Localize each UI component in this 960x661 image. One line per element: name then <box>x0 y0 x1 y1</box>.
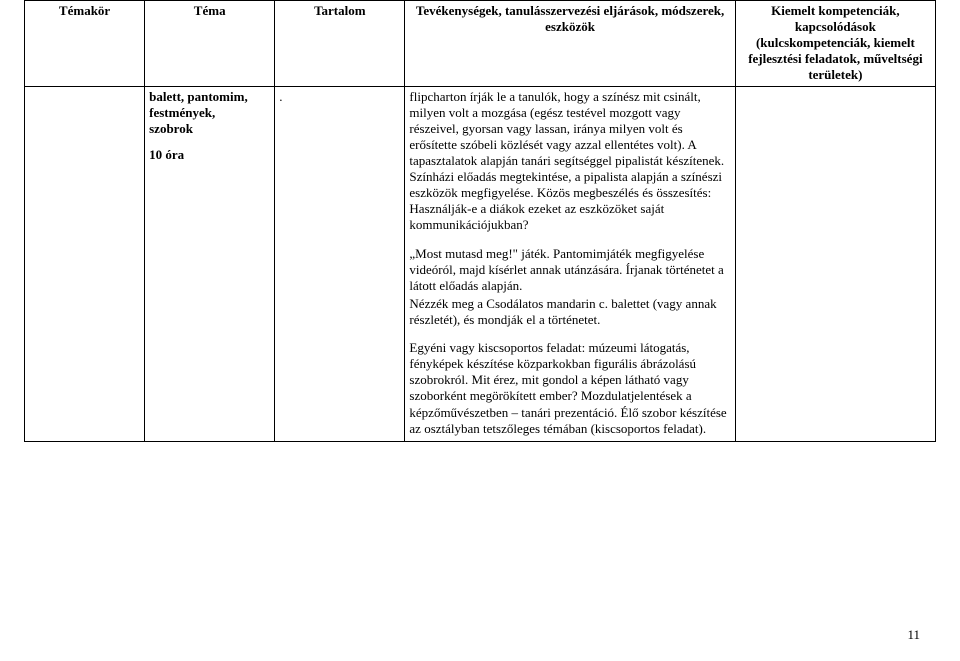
spacer <box>149 137 270 147</box>
header-tartalom: Tartalom <box>275 1 405 87</box>
cell-tema: balett, pantomim, festmények, szobrok 10… <box>145 86 275 441</box>
page-number: 11 <box>907 627 920 643</box>
cell-tevekenysegek: flipcharton írják le a tanulók, hogy a s… <box>405 86 735 441</box>
cell-kompetenciak <box>735 86 935 441</box>
tema-line2: szobrok <box>149 121 193 136</box>
curriculum-table: Témakör Téma Tartalom Tevékenységek, tan… <box>24 0 936 442</box>
activities-p4: Egyéni vagy kiscsoportos feladat: múzeum… <box>409 340 730 437</box>
page: Témakör Téma Tartalom Tevékenységek, tan… <box>0 0 960 442</box>
header-tevekenysegek: Tevékenységek, tanulásszervezési eljárás… <box>405 1 735 87</box>
tema-line3: 10 óra <box>149 147 184 162</box>
header-kompetenciak: Kiemelt kompetenciák, kapcsolódások (kul… <box>735 1 935 87</box>
tema-line1: balett, pantomim, festmények, <box>149 89 248 120</box>
table-header-row: Témakör Téma Tartalom Tevékenységek, tan… <box>25 1 936 87</box>
spacer <box>409 330 730 340</box>
spacer <box>409 236 730 246</box>
activities-p2: „Most mutasd meg!" játék. Pantomimjáték … <box>409 246 730 294</box>
cell-tartalom: . <box>275 86 405 441</box>
header-tema: Téma <box>145 1 275 87</box>
activities-p1: flipcharton írják le a tanulók, hogy a s… <box>409 89 730 234</box>
activities-p3: Nézzék meg a Csodálatos mandarin c. bale… <box>409 296 730 328</box>
header-themakor: Témakör <box>25 1 145 87</box>
table-row: balett, pantomim, festmények, szobrok 10… <box>25 86 936 441</box>
cell-themakor <box>25 86 145 441</box>
